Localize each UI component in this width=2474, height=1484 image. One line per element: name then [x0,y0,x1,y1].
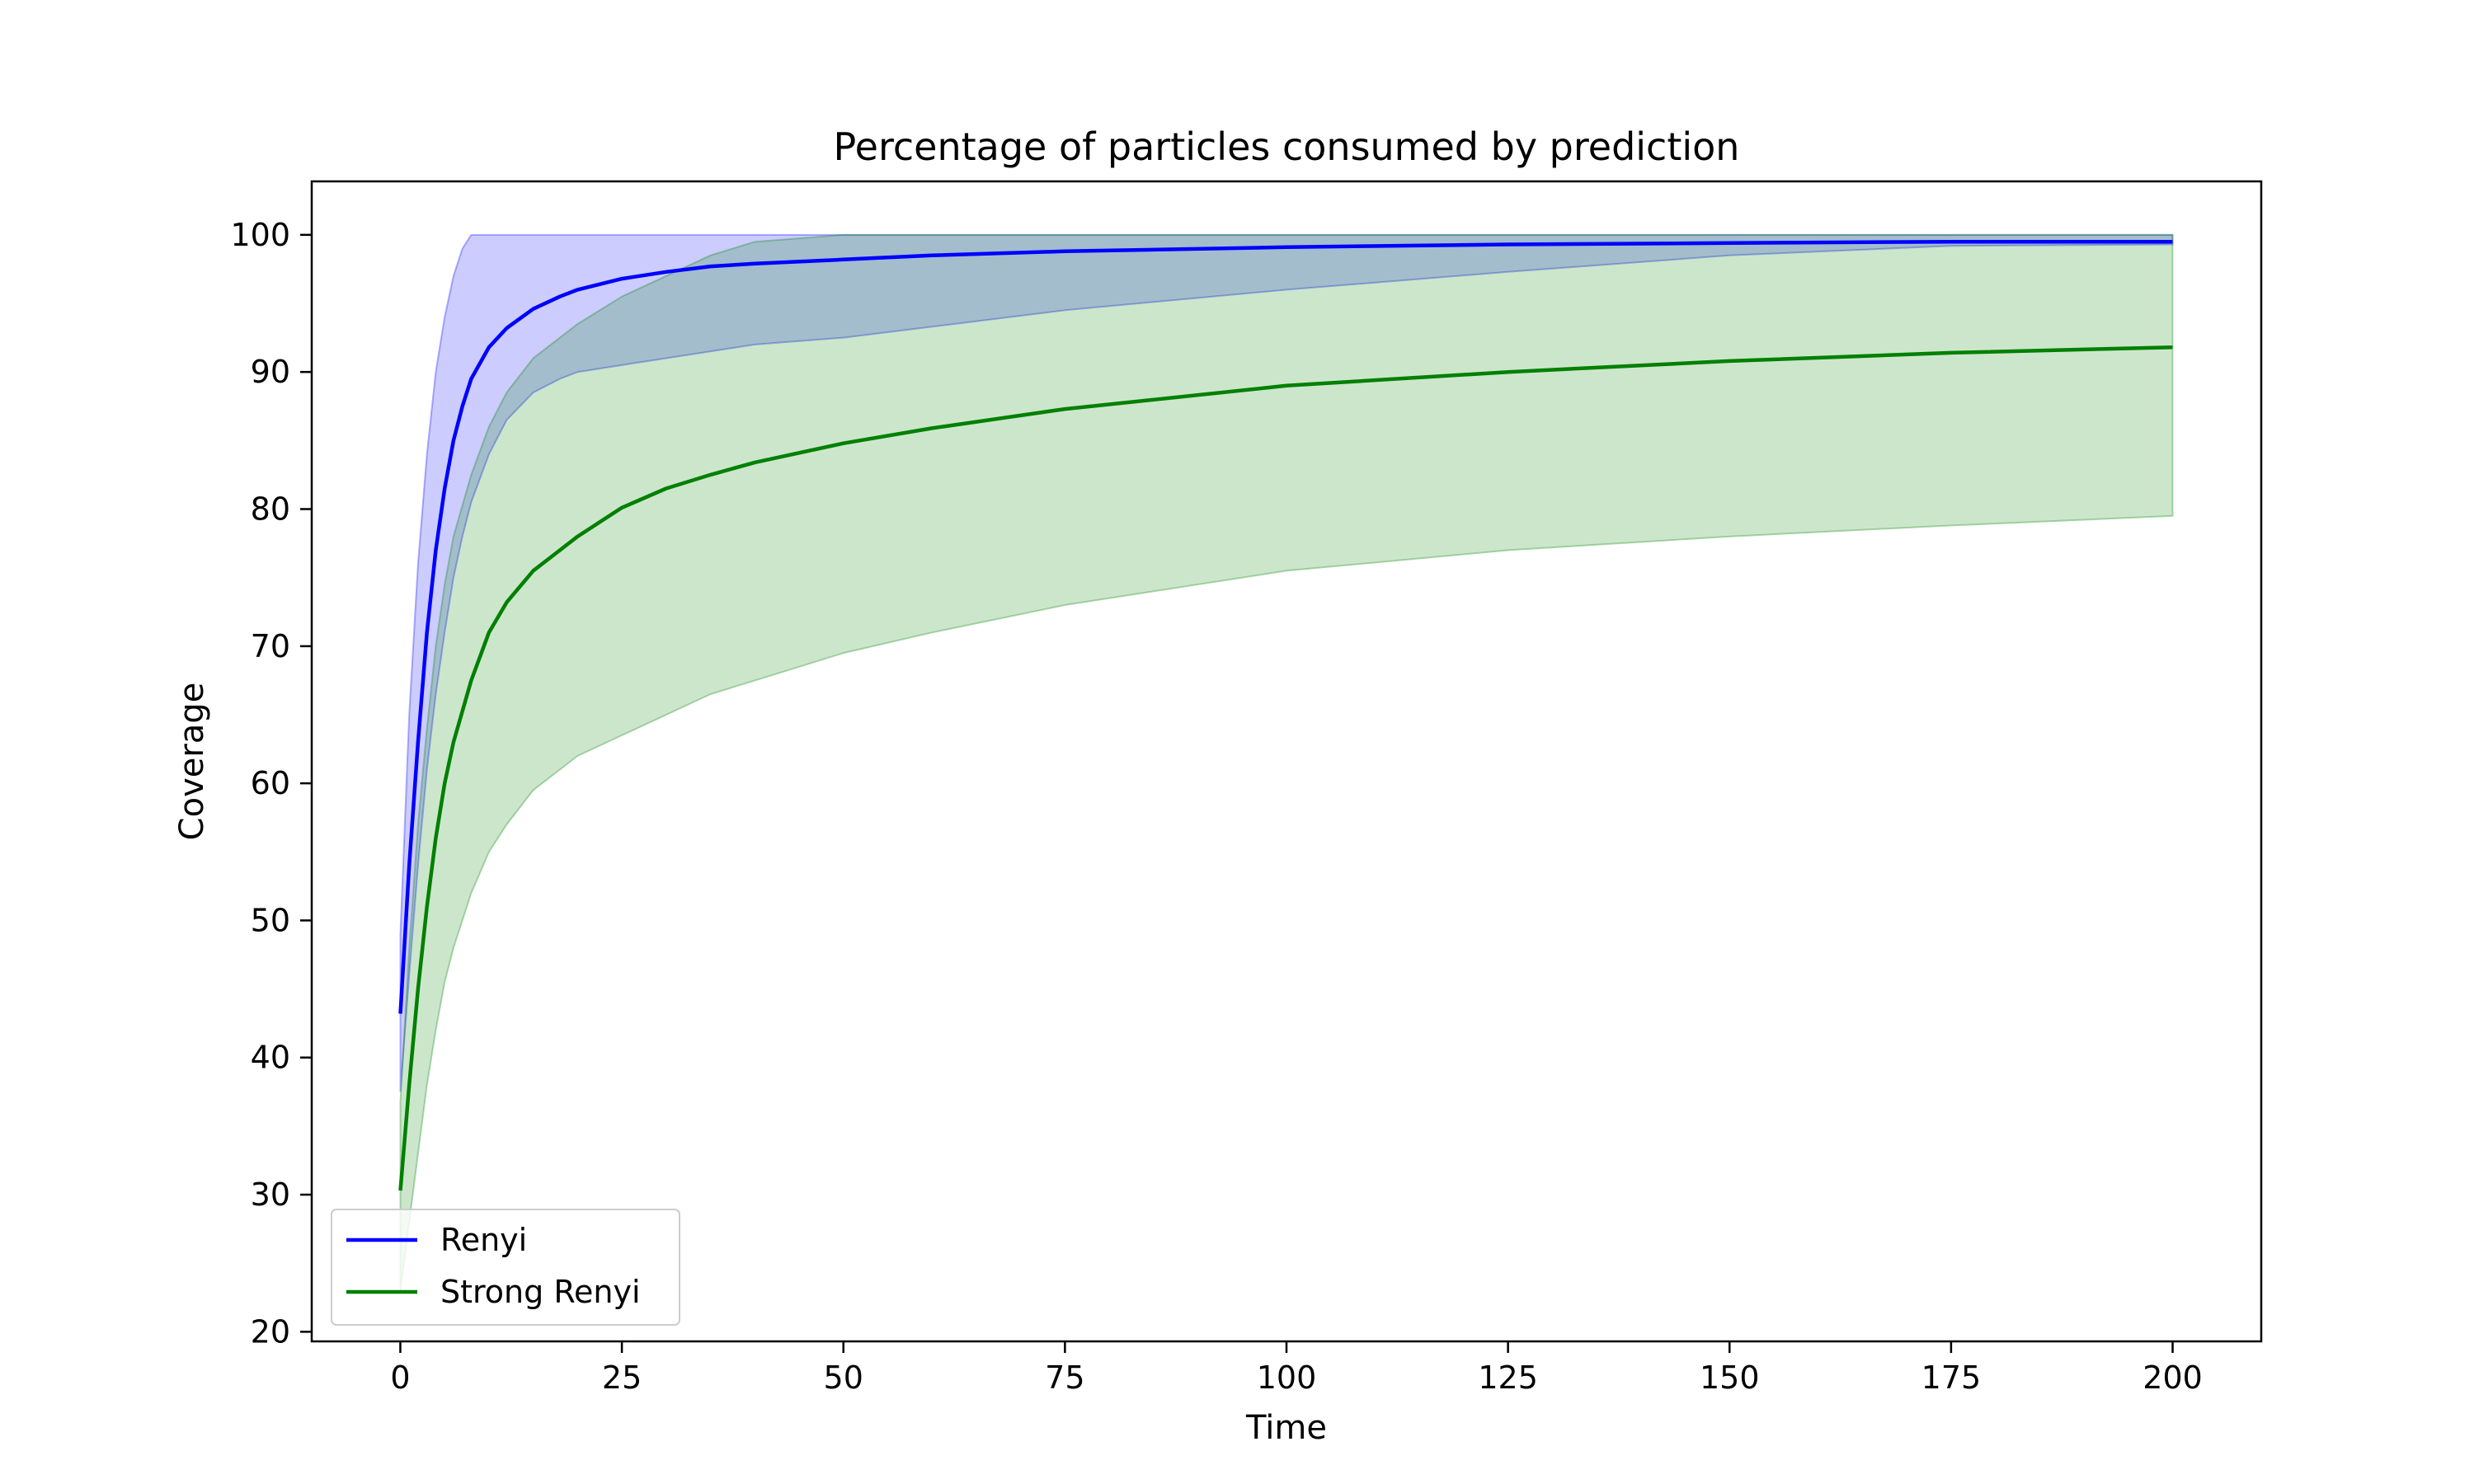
y-tick-label: 20 [251,1313,290,1350]
y-tick-label: 40 [251,1040,290,1076]
y-tick-label: 100 [230,217,290,253]
y-tick-label: 50 [251,902,290,938]
legend-box [331,1209,680,1326]
x-tick-label: 50 [824,1360,863,1396]
x-axis-ticks: 0 25 50 75 100 125 150 175 200 [390,1341,2203,1396]
y-tick-label: 30 [251,1176,290,1213]
series-lines [398,239,2173,1191]
y-tick-label: 70 [251,628,290,665]
y-tick-label: 60 [251,765,290,801]
legend: Renyi Strong Renyi [331,1209,680,1326]
x-tick-label: 200 [2142,1360,2203,1396]
legend-label: Strong Renyi [440,1274,641,1310]
y-axis-label: Coverage [173,683,211,841]
y-tick-label: 90 [251,354,290,390]
x-tick-label: 125 [1478,1360,1538,1396]
line-renyi [398,239,2173,1014]
x-tick-label: 175 [1921,1360,1982,1396]
chart-title: Percentage of particles consumed by pred… [834,124,1740,169]
legend-label: Renyi [440,1222,527,1258]
x-tick-label: 75 [1045,1360,1084,1396]
y-tick-label: 80 [251,491,290,527]
x-tick-label: 150 [1700,1360,1760,1396]
band-renyi [399,233,2174,1092]
x-tick-label: 25 [602,1360,642,1396]
x-axis-label: Time [1245,1409,1327,1447]
line-strong-renyi [398,345,2173,1191]
x-tick-label: 100 [1257,1360,1317,1396]
y-axis-ticks: 20 30 40 50 60 70 80 90 100 [230,217,312,1350]
confidence-bands [399,233,2174,1291]
x-tick-label: 0 [390,1360,410,1396]
band-strong-renyi [399,233,2174,1291]
